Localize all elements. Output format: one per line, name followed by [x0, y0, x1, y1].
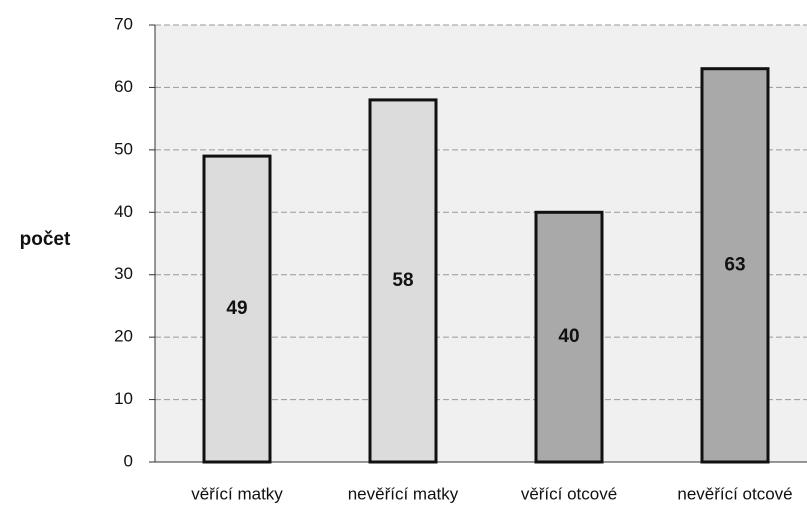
bar: [202, 154, 272, 464]
y-tick-label: 0: [124, 451, 133, 470]
bar: [534, 210, 604, 464]
data-label: 49: [226, 298, 247, 319]
x-tick-label: nevěřící matky: [348, 484, 459, 503]
x-tick-label: věřící otcové: [521, 484, 617, 503]
x-tick-label: nevěřící otcové: [677, 484, 792, 503]
y-tick-label: 40: [114, 202, 133, 221]
data-label: 40: [558, 326, 579, 347]
data-label: 63: [724, 254, 745, 275]
y-tick-label: 50: [114, 139, 133, 158]
y-tick-label: 20: [114, 327, 133, 346]
y-tick-label: 70: [114, 14, 133, 33]
bar: [700, 67, 770, 464]
bar: [368, 98, 438, 464]
y-tick-label: 10: [114, 389, 133, 408]
data-label: 58: [392, 270, 413, 291]
y-tick-label: 30: [114, 264, 133, 283]
y-tick-label: 60: [114, 77, 133, 96]
y-axis-label: počet: [20, 229, 71, 250]
x-tick-label: věřící matky: [191, 484, 283, 503]
